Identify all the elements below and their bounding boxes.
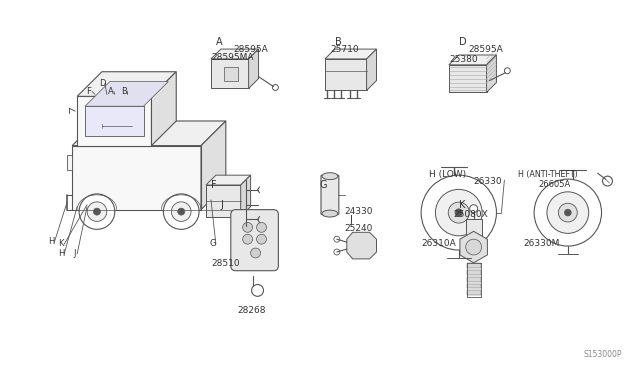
Text: G: G bbox=[320, 180, 328, 190]
Polygon shape bbox=[72, 145, 201, 210]
Circle shape bbox=[466, 239, 481, 255]
Circle shape bbox=[172, 202, 191, 221]
Circle shape bbox=[534, 179, 602, 246]
Text: 28595A: 28595A bbox=[234, 45, 269, 54]
Text: 25380: 25380 bbox=[449, 55, 477, 64]
Circle shape bbox=[178, 208, 185, 215]
Polygon shape bbox=[201, 121, 226, 210]
FancyBboxPatch shape bbox=[224, 67, 237, 81]
FancyBboxPatch shape bbox=[466, 219, 481, 237]
Circle shape bbox=[558, 203, 577, 222]
Text: 25710: 25710 bbox=[330, 45, 358, 54]
Text: 26310A: 26310A bbox=[421, 239, 456, 248]
Circle shape bbox=[448, 202, 469, 223]
Circle shape bbox=[504, 68, 510, 74]
Circle shape bbox=[257, 234, 266, 244]
Circle shape bbox=[87, 202, 107, 221]
Polygon shape bbox=[206, 185, 241, 217]
Polygon shape bbox=[325, 49, 376, 59]
Polygon shape bbox=[460, 231, 488, 263]
FancyBboxPatch shape bbox=[67, 155, 72, 170]
Text: B: B bbox=[121, 87, 127, 96]
Polygon shape bbox=[72, 121, 226, 145]
Circle shape bbox=[273, 84, 278, 90]
Polygon shape bbox=[325, 59, 367, 90]
Text: J: J bbox=[349, 215, 353, 225]
Polygon shape bbox=[449, 65, 486, 92]
Text: A: A bbox=[216, 37, 223, 47]
Circle shape bbox=[243, 222, 253, 232]
Polygon shape bbox=[77, 96, 152, 145]
Text: D: D bbox=[99, 78, 105, 88]
Polygon shape bbox=[449, 55, 497, 65]
Text: 28595MA: 28595MA bbox=[211, 53, 253, 62]
Circle shape bbox=[547, 192, 589, 233]
Text: 24330: 24330 bbox=[345, 207, 373, 216]
Polygon shape bbox=[347, 232, 376, 259]
Polygon shape bbox=[211, 59, 248, 89]
Text: B: B bbox=[335, 37, 342, 47]
Circle shape bbox=[163, 194, 199, 230]
Text: 28510: 28510 bbox=[211, 259, 239, 268]
Circle shape bbox=[334, 249, 340, 255]
Circle shape bbox=[334, 236, 340, 242]
Circle shape bbox=[93, 208, 100, 215]
Polygon shape bbox=[486, 55, 497, 92]
Polygon shape bbox=[241, 175, 251, 217]
Text: K: K bbox=[459, 200, 465, 210]
Text: H (ANTI-THEFT): H (ANTI-THEFT) bbox=[518, 170, 578, 179]
Text: F: F bbox=[211, 180, 216, 190]
Circle shape bbox=[470, 205, 477, 212]
Polygon shape bbox=[211, 49, 259, 59]
Text: J: J bbox=[221, 200, 224, 210]
Ellipse shape bbox=[322, 173, 338, 180]
Text: 26330: 26330 bbox=[474, 177, 502, 186]
Text: G: G bbox=[210, 239, 216, 248]
Polygon shape bbox=[152, 72, 176, 145]
Circle shape bbox=[602, 176, 612, 186]
Text: H: H bbox=[58, 249, 65, 258]
Text: 26605A: 26605A bbox=[538, 180, 570, 189]
Circle shape bbox=[257, 222, 266, 232]
Text: 25080X: 25080X bbox=[454, 210, 488, 219]
Polygon shape bbox=[206, 175, 251, 185]
Text: H (LOW): H (LOW) bbox=[429, 170, 466, 179]
Text: D: D bbox=[459, 37, 467, 47]
Text: F: F bbox=[86, 87, 92, 96]
Polygon shape bbox=[367, 49, 376, 90]
Polygon shape bbox=[248, 49, 259, 89]
Polygon shape bbox=[85, 106, 143, 136]
Text: 25240: 25240 bbox=[345, 224, 373, 233]
Circle shape bbox=[243, 234, 253, 244]
Circle shape bbox=[251, 248, 260, 258]
Circle shape bbox=[421, 175, 497, 250]
Polygon shape bbox=[85, 81, 168, 106]
FancyBboxPatch shape bbox=[467, 277, 481, 282]
Text: 28268: 28268 bbox=[237, 306, 266, 315]
Text: K: K bbox=[58, 239, 64, 248]
FancyBboxPatch shape bbox=[467, 291, 481, 295]
Text: J: J bbox=[73, 249, 76, 258]
Text: 28595A: 28595A bbox=[468, 45, 504, 54]
Circle shape bbox=[79, 194, 115, 230]
Polygon shape bbox=[77, 72, 176, 96]
Ellipse shape bbox=[322, 210, 338, 217]
Text: H: H bbox=[48, 237, 54, 246]
FancyBboxPatch shape bbox=[321, 175, 339, 215]
Text: A: A bbox=[108, 87, 114, 96]
FancyBboxPatch shape bbox=[467, 270, 481, 275]
Circle shape bbox=[564, 209, 572, 216]
Text: 26330M: 26330M bbox=[524, 239, 559, 248]
FancyBboxPatch shape bbox=[231, 210, 278, 271]
Circle shape bbox=[435, 189, 482, 236]
FancyBboxPatch shape bbox=[467, 283, 481, 288]
FancyBboxPatch shape bbox=[467, 263, 481, 268]
Text: S153000P: S153000P bbox=[584, 350, 622, 359]
Circle shape bbox=[455, 209, 463, 217]
